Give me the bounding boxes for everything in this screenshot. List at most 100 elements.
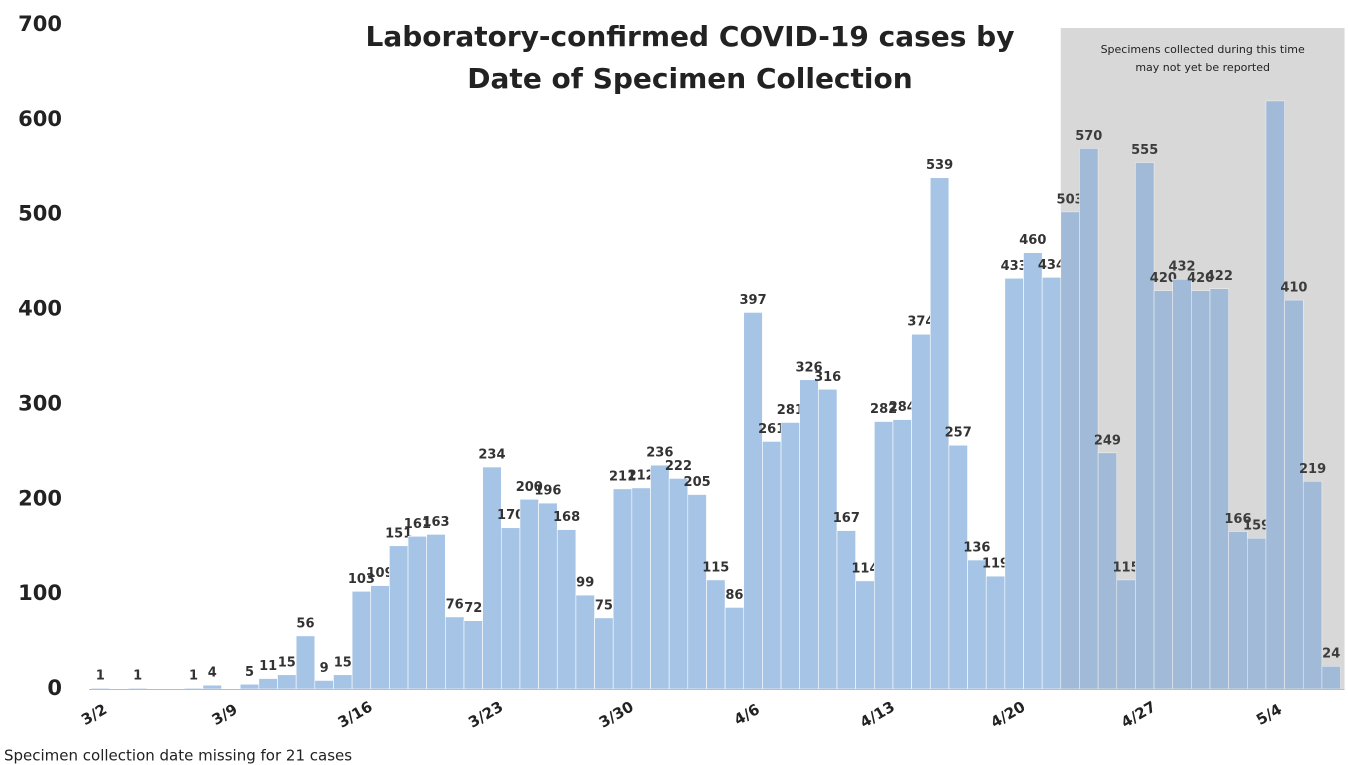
bar [575,594,595,690]
data-label: 159 [1243,519,1270,534]
data-label: 281 [777,403,804,418]
data-label: 397 [740,293,767,308]
bar [519,498,539,690]
bar [389,545,409,690]
data-label: 161 [404,517,431,532]
data-label: 151 [385,526,412,541]
data-label: 115 [1113,560,1140,575]
y-tick-label: 0 [47,676,62,700]
data-label: 236 [646,446,673,461]
annotation: may not yet be reported [1135,61,1270,74]
bar [277,674,297,690]
data-label: 86 [725,588,743,603]
bar [1023,252,1043,690]
bar [985,575,1006,690]
data-label: 211 [609,469,636,484]
data-label: 136 [963,540,990,555]
bar [967,559,987,690]
x-tick-label: 3/16 [335,698,376,732]
data-label: 76 [446,597,464,612]
x-tick-label: 4/13 [857,698,898,732]
x-tick-label: 3/2 [78,700,110,729]
chart-title: Date of Specimen Collection [467,62,912,95]
data-label: 200 [516,480,543,495]
bar [911,333,931,690]
data-label: 24 [1322,647,1340,662]
data-label: 570 [1075,129,1102,144]
data-label: 196 [534,484,561,499]
data-label: 56 [296,616,314,631]
data-label: 167 [833,511,860,526]
data-label: 432 [1168,260,1195,275]
data-label: 119 [982,557,1009,572]
bar [818,388,838,690]
data-label: 222 [665,459,692,474]
data-label: 555 [1131,143,1158,158]
x-tick-label: 4/20 [987,698,1028,732]
bar [463,620,483,690]
data-label: 9 [320,661,329,676]
bar [743,312,763,690]
bar [426,534,446,690]
data-label: 420 [1150,271,1177,286]
bar [407,535,427,690]
shade-overlay [1060,28,1345,690]
bar [500,527,521,690]
bar [799,379,819,690]
bar [314,680,334,690]
bar [836,530,856,690]
data-label: 115 [702,560,729,575]
data-label: 15 [334,655,352,670]
bar [668,478,689,690]
bar [202,684,222,690]
bar [351,590,372,690]
bar [538,502,558,690]
data-label: 219 [1299,462,1326,477]
data-label: 72 [464,601,482,616]
y-tick-label: 500 [18,202,62,226]
data-label: 205 [684,475,711,490]
annotation: Specimens collected during this time [1101,43,1305,56]
x-tick-label: 5/4 [1253,700,1285,729]
data-label: 1 [133,669,142,684]
y-tick-label: 700 [18,12,62,36]
y-tick-label: 400 [18,297,62,321]
bar [762,441,782,690]
bar [855,580,875,690]
bar [594,617,614,690]
bar [948,444,968,690]
bar [295,635,316,690]
bar [612,488,633,690]
y-tick-label: 200 [18,486,62,510]
chart-title: Laboratory-confirmed COVID-19 cases by [366,20,1015,53]
bar [892,419,912,690]
x-tick-label: 4/27 [1118,698,1159,732]
data-label: 261 [758,422,785,437]
bar [650,464,670,690]
data-label: 114 [851,561,878,576]
bar [556,529,577,690]
data-label: 433 [1001,259,1028,274]
y-tick-label: 600 [18,107,62,131]
y-tick-label: 100 [18,581,62,605]
bar [445,616,465,690]
bar [183,687,204,690]
data-label: 503 [1057,192,1084,207]
bar [333,674,353,690]
data-label: 539 [926,158,953,173]
data-label: 284 [889,400,916,415]
bar [724,607,745,690]
data-label: 249 [1094,433,1121,448]
data-label: 15 [278,655,296,670]
data-label: 168 [553,510,580,525]
data-label: 99 [576,576,594,591]
data-label: 1 [96,669,105,684]
y-tick-label: 300 [18,391,62,415]
bar [239,683,260,690]
footnote: Specimen collection date missing for 21 … [4,747,352,765]
bar [631,487,651,690]
bar [482,466,502,690]
data-label: 234 [478,448,505,463]
data-label: 282 [870,402,897,417]
